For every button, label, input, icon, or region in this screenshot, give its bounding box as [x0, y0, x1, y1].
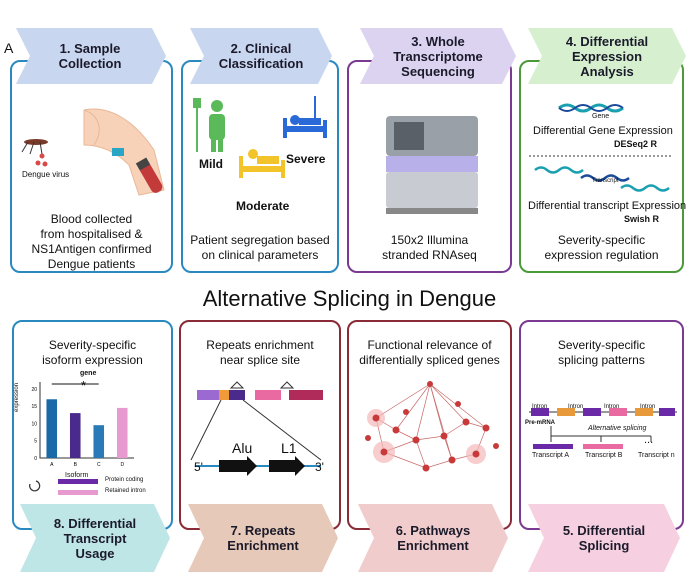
panel-differential-splicing	[519, 320, 684, 530]
alu-arrow	[219, 456, 257, 476]
isoform-legend	[29, 479, 98, 495]
legend-protein-coding: Protein coding	[105, 477, 144, 483]
chevron-6-shape	[358, 504, 508, 572]
step-3-title: 3. Whole Transcriptome Sequencing	[393, 33, 483, 79]
step-8-caption: Severity-specific isoform expression	[42, 338, 143, 367]
patient-severity-illustration	[193, 96, 327, 178]
step-6-title: 6. Pathways Enrichment	[395, 523, 471, 553]
moderate-label: Moderate	[236, 199, 290, 213]
intron-label-1: Intron	[532, 404, 548, 410]
legend-retained-intron: Retained intron	[105, 488, 146, 494]
l1-label: L1	[281, 440, 297, 456]
step-7-title: 7. Repeats Enrichment	[227, 523, 299, 553]
chevron-4-shape	[528, 28, 686, 84]
y-tick-label: 20	[31, 387, 37, 393]
y-tick-label: 0	[34, 456, 37, 462]
step-3-caption: 150x2 Illumina stranded RNAseq	[382, 233, 477, 262]
dte-label: Differential transcript Expression	[528, 200, 687, 212]
repeats-diagram	[190, 381, 323, 476]
step-4-title: 4. Differential Expression Analysis	[565, 33, 649, 79]
chart-title: gene	[80, 370, 97, 377]
mild-label: Mild	[199, 157, 223, 171]
significance-star: *	[81, 378, 87, 393]
sequencer-icon	[386, 116, 478, 214]
transcript-helix-1	[534, 166, 584, 174]
bar-B	[69, 413, 81, 458]
gene-label: Gene	[592, 113, 610, 120]
transcript-n-label: Transcript n	[638, 452, 675, 459]
chevron-7-shape	[188, 504, 338, 572]
panel-transcriptome-sequencing	[347, 60, 512, 273]
panel-sample-collection	[10, 60, 173, 273]
alt-splicing-label: Alternative splicing	[588, 425, 647, 432]
three-prime-label: 3'	[315, 460, 324, 474]
chevron-3-shape	[360, 28, 516, 84]
chevron-1-shape	[16, 28, 166, 84]
virus-icon	[35, 153, 48, 167]
alu-label: Alu	[232, 440, 253, 456]
severe-bed-icon	[283, 96, 327, 138]
transcript-helix-2	[580, 174, 630, 182]
step-6-caption: Functional relevance of differentially s…	[359, 338, 500, 367]
y-tick-label: 5	[34, 439, 37, 445]
step-2-title: 2. Clinical Classification	[218, 41, 304, 71]
swish-label: Swish R	[624, 214, 660, 224]
mild-patient-icon	[193, 98, 225, 152]
x-tick-label: A	[50, 462, 54, 468]
bar-C	[93, 425, 105, 458]
l1-arrow	[269, 456, 305, 476]
chart-ylabel: expression	[14, 382, 20, 412]
splicing-diagram	[529, 408, 677, 449]
step-2-caption: Patient segregation based on clinical pa…	[190, 233, 330, 262]
deseq-label: DESeq2 R	[614, 139, 658, 149]
five-prime-label: 5'	[194, 460, 203, 474]
step-4-caption: Severity-specific expression regulation	[544, 233, 659, 262]
intron-label-2: Intron	[568, 404, 584, 410]
bar-A	[46, 399, 58, 458]
step-8-title: 8. Differential Transcript Usage	[53, 515, 137, 561]
y-tick-label: 10	[31, 421, 37, 427]
transcript-label: Transcript	[592, 178, 619, 184]
step-5-caption: Severity-specific splicing patterns	[557, 338, 646, 367]
refresh-icon	[29, 480, 41, 492]
transcript-helix-3	[620, 184, 670, 192]
blood-tube-icon	[135, 157, 163, 193]
step-1-title: 1. Sample Collection	[58, 41, 122, 71]
transcript-b-label: Transcript B	[585, 452, 623, 459]
transcript-a-label: Transcript A	[532, 452, 570, 459]
step-7-caption: Repeats enrichment near splice site	[206, 338, 314, 367]
figure-letter: A	[4, 40, 14, 56]
x-tick-label: B	[74, 462, 78, 468]
severe-label: Severe	[286, 152, 326, 166]
chevron-2-shape	[190, 28, 332, 84]
y-tick-label: 15	[31, 404, 37, 410]
gene-network-graph	[365, 381, 499, 472]
bar-D	[116, 407, 128, 458]
dna-helix-icons	[529, 103, 673, 192]
center-title: Alternative Splicing in Dengue	[202, 286, 497, 311]
tourniquet-icon	[112, 148, 124, 156]
chevron-8-shape	[20, 504, 170, 572]
transcript-dots: ...	[644, 434, 654, 446]
dge-label: Differential Gene Expression	[533, 125, 673, 137]
intron-label-3: Intron	[604, 404, 620, 410]
x-tick-label: D	[120, 462, 124, 468]
blood-collection-illustration	[21, 108, 165, 196]
x-tick-label: C	[97, 462, 101, 468]
chevron-5-shape	[528, 504, 680, 572]
chart-xlabel: Isoform	[65, 472, 89, 479]
mosquito-icon	[21, 139, 48, 155]
intron-label-4: Intron	[640, 404, 656, 410]
step-1-caption: Blood collected from hospitalised & NS1A…	[31, 212, 152, 271]
step-5-title: 5. Differential Splicing	[562, 523, 646, 553]
virus-label: Dengue virus	[22, 170, 70, 179]
moderate-bed-icon	[239, 149, 285, 178]
isoform-bar-chart: 0 5 10 15 20 A B C D	[31, 382, 134, 468]
pre-mrna-label: Pre-mRNA	[525, 420, 556, 426]
